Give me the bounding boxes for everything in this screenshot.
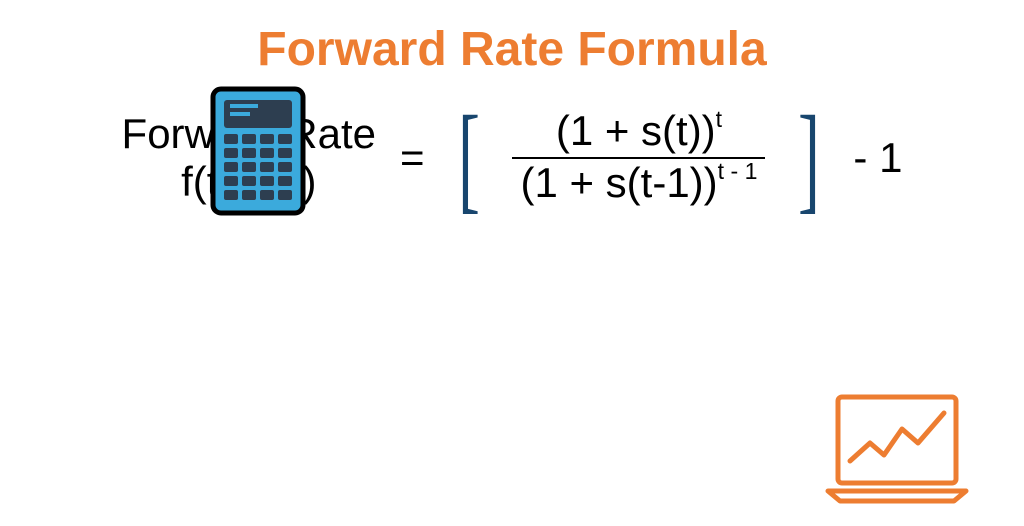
calculator-icon: [210, 86, 306, 216]
fraction-denominator: (1 + s(t-1))t - 1: [512, 159, 765, 209]
numerator-base: (1 + s(t)): [556, 107, 716, 154]
fraction-numerator: (1 + s(t))t: [548, 107, 730, 157]
formula-container: Forward Rate f(t-1, 1) = [ (1 + s(t))t (…: [0, 107, 1024, 209]
page-title: Forward Rate Formula: [0, 22, 1024, 77]
denominator-base: (1 + s(t-1)): [520, 159, 717, 206]
denominator-exponent: t - 1: [718, 158, 758, 184]
right-bracket: ]: [798, 110, 820, 206]
fraction: (1 + s(t))t (1 + s(t-1))t - 1: [512, 107, 765, 209]
left-bracket: [: [457, 110, 479, 206]
laptop-chart-icon: [822, 391, 972, 506]
trailing-minus-one: - 1: [853, 134, 902, 182]
equals-sign: =: [400, 134, 425, 182]
numerator-exponent: t: [716, 106, 722, 132]
